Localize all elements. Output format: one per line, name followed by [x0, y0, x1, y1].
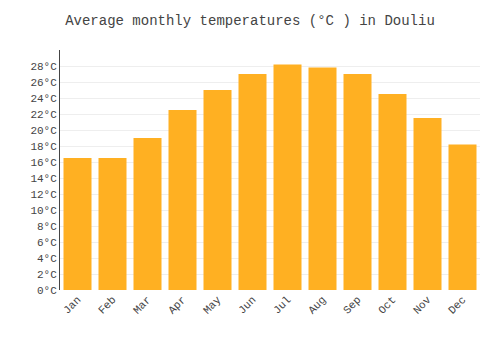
svg-text:20°C: 20°C	[30, 125, 57, 137]
svg-text:Sep: Sep	[341, 294, 363, 316]
svg-text:May: May	[201, 294, 224, 317]
svg-text:Mar: Mar	[131, 294, 153, 316]
svg-text:24°C: 24°C	[30, 93, 57, 105]
svg-text:Dec: Dec	[446, 294, 468, 316]
svg-text:22°C: 22°C	[30, 109, 57, 121]
svg-text:Apr: Apr	[166, 294, 188, 316]
svg-text:2°C: 2°C	[37, 269, 57, 281]
svg-text:0°C: 0°C	[37, 285, 57, 297]
svg-text:28°C: 28°C	[30, 61, 57, 73]
svg-text:16°C: 16°C	[30, 157, 57, 169]
svg-text:Jun: Jun	[236, 294, 258, 316]
svg-text:10°C: 10°C	[30, 205, 57, 217]
svg-text:Jan: Jan	[61, 294, 83, 316]
svg-text:Average monthly temperatures (: Average monthly temperatures (°C ) in Do…	[65, 13, 435, 29]
svg-text:Feb: Feb	[96, 294, 118, 316]
svg-text:4°C: 4°C	[37, 253, 57, 265]
svg-text:Nov: Nov	[411, 294, 434, 317]
svg-text:Jul: Jul	[271, 294, 293, 316]
svg-text:26°C: 26°C	[30, 77, 57, 89]
svg-text:Oct: Oct	[376, 294, 398, 316]
svg-text:6°C: 6°C	[37, 237, 57, 249]
svg-text:12°C: 12°C	[30, 189, 57, 201]
svg-text:8°C: 8°C	[37, 221, 57, 233]
svg-text:Aug: Aug	[306, 294, 328, 316]
svg-text:18°C: 18°C	[30, 141, 57, 153]
svg-text:14°C: 14°C	[30, 173, 57, 185]
